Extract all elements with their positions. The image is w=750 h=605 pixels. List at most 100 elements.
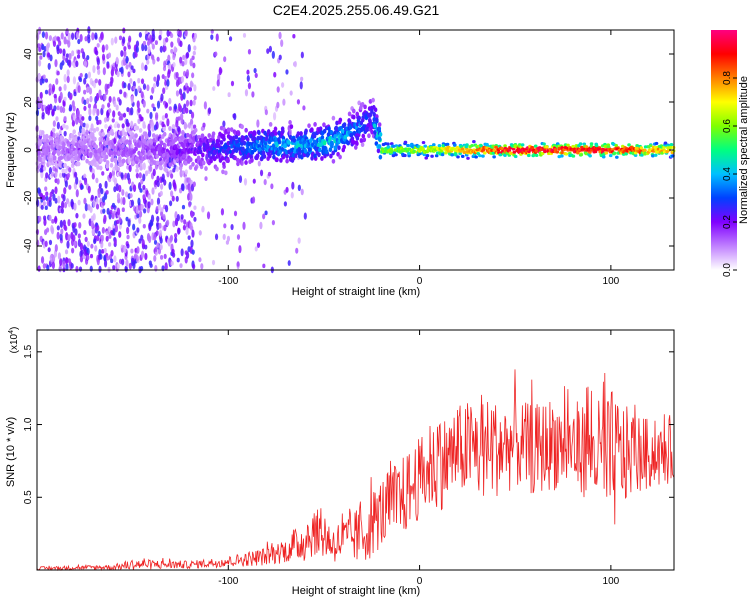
spectrogram-cell [126, 122, 130, 127]
spectrogram-cell [137, 85, 141, 92]
spectrogram-cell [149, 95, 154, 100]
spectrogram-cell [124, 172, 128, 179]
spectrogram-cell [156, 242, 160, 248]
spectrogram-cell [222, 233, 226, 241]
spectrogram-cell [109, 230, 114, 235]
spectrogram-cell [106, 255, 110, 261]
spectrogram-cell [113, 100, 117, 108]
spectrogram-cell [466, 156, 470, 160]
snr-y-multiplier: (x104) [8, 327, 20, 354]
spectrogram-cell [81, 127, 86, 133]
spectrogram-cell [276, 101, 280, 109]
spectrogram-cell [146, 59, 150, 65]
spectrogram-y-label: Frequency (Hz) [5, 112, 17, 188]
spectrogram-cell [662, 145, 666, 149]
spectrogram-cell [342, 122, 347, 128]
spectrogram-cell [108, 234, 112, 239]
spectrogram-cell [52, 155, 57, 161]
spectrogram-cell [179, 105, 183, 113]
spectrogram-cell [273, 71, 277, 78]
spectrogram-cell [174, 232, 178, 239]
spectrogram-cell [481, 148, 486, 152]
spectrogram-cell [51, 261, 56, 270]
spectrogram-cell [183, 139, 188, 145]
spectrogram-cell [362, 137, 367, 143]
spectrogram-cell [79, 242, 84, 251]
spectrogram-cell [180, 75, 185, 83]
spectrogram-cell [127, 71, 131, 78]
colorbar-tick-label: 0.4 [722, 167, 733, 181]
spectrogram-cell [132, 184, 137, 192]
spectrogram-cell [113, 255, 117, 263]
spectrogram-cell [166, 171, 170, 178]
spectrogram-cell [177, 116, 181, 121]
spectrogram-cell [394, 153, 398, 157]
spectrogram-cell [144, 252, 148, 261]
spectrogram-cell [367, 133, 371, 139]
spectrogram-cell [52, 40, 57, 47]
spectrogram-cell [52, 120, 56, 127]
spectrogram-cell [145, 133, 150, 139]
spectrogram-cell [103, 93, 107, 101]
spectrogram-cell [120, 50, 124, 57]
spectrogram-cell [110, 249, 114, 257]
spectrogram-cell [48, 83, 52, 90]
spectrogram-cell [375, 117, 379, 123]
spectrogram-cell [113, 157, 118, 163]
spectrogram-cell [236, 261, 240, 267]
spectrogram-cell [377, 144, 382, 149]
spectrogram-cell [201, 160, 206, 166]
spectrogram-cell [310, 127, 314, 133]
spectrogram-cell [156, 180, 160, 188]
spectrogram-cell [37, 59, 42, 67]
spectrogram-cell [42, 50, 46, 58]
spectrogram-cell [191, 72, 195, 79]
spectrogram-x-ticks: -100 0 100 [218, 30, 620, 287]
spectrogram-cell [56, 121, 60, 130]
spectrogram-cell [365, 126, 370, 132]
spectrogram-cell [88, 107, 92, 116]
spectrogram-cell [129, 78, 133, 85]
spectrogram-cell [378, 132, 383, 137]
spectrogram-cell [288, 120, 292, 125]
spectrogram-cell [182, 153, 186, 159]
spectrogram-cell [377, 122, 382, 127]
spectrogram-cell [135, 254, 139, 262]
spectrogram-cell [178, 29, 183, 38]
spectrogram-cell [40, 256, 45, 264]
spectrogram-cell [210, 34, 214, 40]
spectrogram-cell [44, 89, 49, 95]
spectrogram-cell [100, 107, 104, 116]
spectrogram-cell [268, 153, 272, 159]
spectrogram-cell [105, 160, 110, 165]
spectrogram-cell [226, 127, 231, 133]
spectrogram-cell [170, 48, 174, 54]
spectrogram-cell [61, 200, 65, 210]
spectrogram-cell [194, 134, 198, 143]
spectrogram-cell [46, 107, 51, 116]
spectrogram-cell [78, 221, 82, 229]
spectrogram-cell [77, 233, 81, 239]
spectrogram-cell [300, 188, 304, 196]
spectrogram-cell [285, 158, 289, 164]
spectrogram-cell [70, 263, 74, 269]
spectrogram-cell [39, 55, 43, 60]
spectrogram-cell [291, 152, 296, 158]
spectrogram-cell [218, 66, 222, 76]
spectrogram-cell [335, 126, 339, 132]
spectrogram-cell [137, 107, 141, 113]
spectrogram-cell [173, 46, 177, 55]
spectrogram-cell [116, 192, 121, 201]
spectrogram-cell [571, 144, 575, 149]
spectrogram-cell [95, 198, 99, 205]
spectrogram-cell [500, 146, 504, 151]
spectrogram-cell [121, 158, 126, 164]
x-tick-label: 100 [603, 576, 620, 587]
spectrogram-cell [154, 246, 158, 253]
spectrogram-cell [544, 145, 549, 149]
spectrogram-cell [190, 82, 194, 87]
spectrogram-cell [86, 97, 90, 105]
spectrogram-cell [67, 201, 72, 208]
spectrogram-cell [168, 97, 172, 105]
spectrogram-cell [44, 186, 48, 192]
